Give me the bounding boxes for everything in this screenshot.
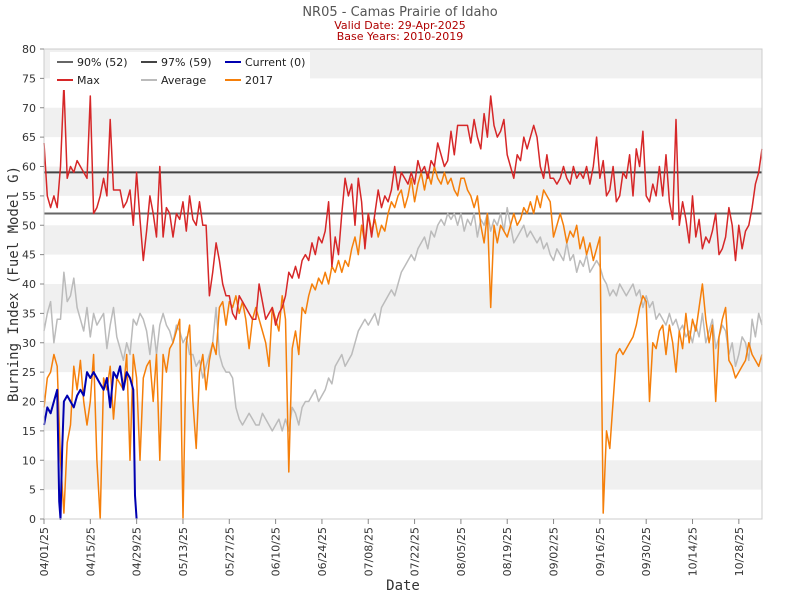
x-axis-ticks: 04/01/25 04/15/25 04/29/25 05/13/25 05/27/25… bbox=[38, 519, 746, 576]
series-line-current-0 bbox=[43, 365, 138, 520]
x-axis-title: Date bbox=[386, 578, 420, 594]
x-tick-label: 04/29/25 bbox=[131, 527, 144, 576]
series-lines bbox=[43, 83, 763, 520]
threshold-lines bbox=[44, 171, 762, 215]
grid-band bbox=[44, 225, 762, 255]
x-tick-label: 04/15/25 bbox=[84, 527, 97, 576]
x-tick-label: 05/13/25 bbox=[177, 527, 190, 576]
chart-title: NR05 - Camas Prairie of Idaho bbox=[302, 5, 497, 20]
x-tick-label: 06/10/25 bbox=[270, 527, 283, 576]
y-tick-label: 5 bbox=[29, 484, 36, 497]
x-tick-label: 08/05/25 bbox=[455, 527, 468, 576]
y-tick-label: 45 bbox=[22, 249, 36, 262]
series-line-average bbox=[43, 206, 763, 432]
x-tick-label: 10/14/25 bbox=[687, 527, 700, 576]
legend-label-current: Current (0) bbox=[245, 56, 305, 69]
y-tick-label: 20 bbox=[22, 396, 36, 409]
legend: 90% (52) 97% (59) Current (0) Max Averag… bbox=[50, 52, 310, 90]
x-tick-label: 07/22/25 bbox=[409, 527, 422, 576]
legend-label-2017: 2017 bbox=[245, 74, 273, 87]
chart-subtitle-valid-date: Valid Date: 29-Apr-2025 bbox=[334, 19, 466, 32]
y-tick-label: 65 bbox=[22, 131, 36, 144]
x-tick-label: 09/02/25 bbox=[548, 527, 561, 576]
legend-label-97pct: 97% (59) bbox=[161, 56, 212, 69]
y-tick-label: 55 bbox=[22, 190, 36, 203]
grid-band bbox=[44, 460, 762, 490]
x-tick-label: 05/27/25 bbox=[223, 527, 236, 576]
y-tick-label: 70 bbox=[22, 102, 36, 115]
series-line-max bbox=[43, 83, 763, 326]
legend-label-90pct: 90% (52) bbox=[77, 56, 128, 69]
y-tick-label: 75 bbox=[22, 72, 36, 85]
x-tick-label: 09/30/25 bbox=[640, 527, 653, 576]
y-tick-label: 30 bbox=[22, 337, 36, 350]
x-tick-label: 04/01/25 bbox=[38, 527, 51, 576]
x-tick-label: 09/16/25 bbox=[594, 527, 607, 576]
y-tick-label: 25 bbox=[22, 366, 36, 379]
x-tick-label: 07/08/25 bbox=[362, 527, 375, 576]
legend-label-max: Max bbox=[77, 74, 100, 87]
y-axis-title: Burning Index (Fuel Model G) bbox=[6, 166, 22, 402]
y-axis-ticks: 0 5 10 15 20 25 30 35 40 45 50 55 60 65 70 75 80 bbox=[22, 43, 44, 526]
y-tick-label: 40 bbox=[22, 278, 36, 291]
x-tick-label: 08/19/25 bbox=[501, 527, 514, 576]
grid-band bbox=[44, 107, 762, 138]
y-tick-label: 35 bbox=[22, 307, 36, 320]
grid-band bbox=[44, 401, 762, 431]
y-tick-label: 10 bbox=[22, 454, 36, 467]
x-tick-label: 10/28/25 bbox=[733, 527, 746, 576]
series-line-2017 bbox=[43, 165, 763, 520]
y-tick-label: 15 bbox=[22, 425, 36, 438]
y-tick-label: 60 bbox=[22, 161, 36, 174]
x-tick-label: 06/24/25 bbox=[316, 527, 329, 576]
grid-band bbox=[44, 342, 762, 373]
y-tick-label: 0 bbox=[29, 513, 36, 526]
y-tick-label: 50 bbox=[22, 219, 36, 232]
chart-subtitle-base-years: Base Years: 2010-2019 bbox=[337, 30, 463, 43]
legend-box bbox=[50, 52, 310, 90]
legend-label-average: Average bbox=[161, 74, 206, 87]
y-tick-label: 80 bbox=[22, 43, 36, 56]
